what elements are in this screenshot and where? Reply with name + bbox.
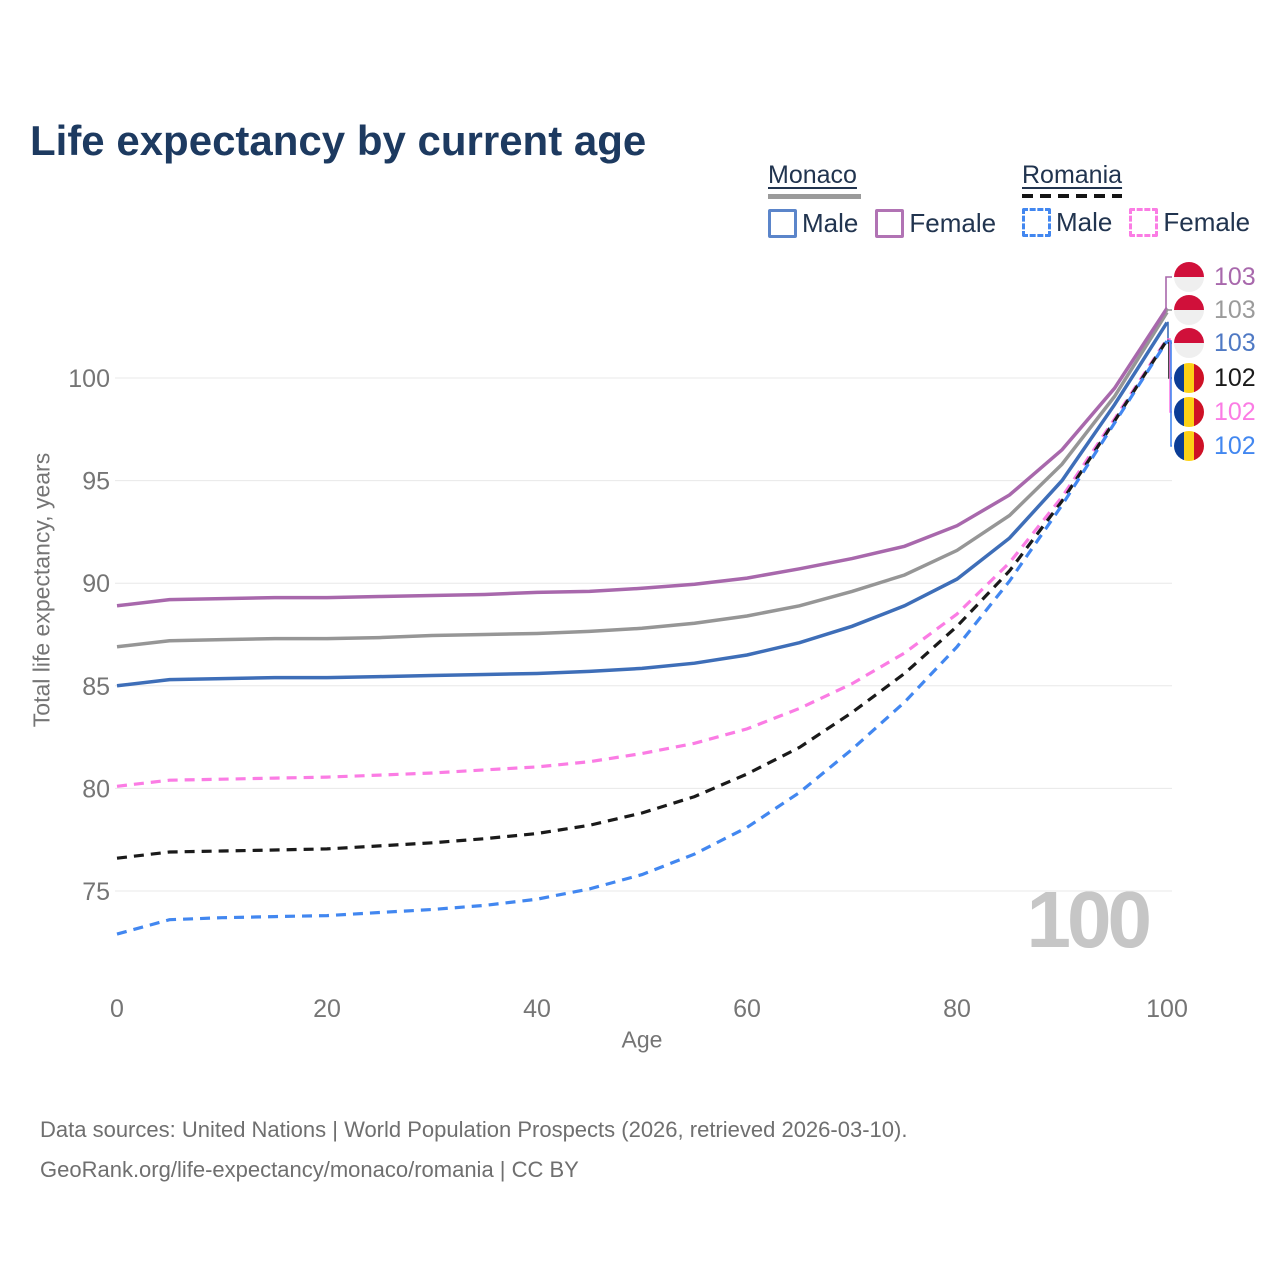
footer-link: GeoRank.org/life-expectancy/monaco/roman… [40, 1157, 579, 1183]
y-tick-90: 90 [82, 570, 110, 598]
end-label-value: 102 [1214, 397, 1256, 426]
page-title: Life expectancy by current age [30, 117, 647, 165]
end-label-value: 102 [1214, 431, 1256, 460]
end-label-value: 103 [1214, 262, 1256, 291]
x-tick-40: 40 [523, 995, 551, 1023]
y-tick-95: 95 [82, 468, 110, 496]
age-watermark: 100 [1026, 875, 1152, 964]
flag-romania-icon [1174, 431, 1204, 461]
flag-monaco-icon [1174, 328, 1204, 358]
end-label-value: 103 [1214, 295, 1256, 324]
series-line-monaco_male[interactable] [116, 321, 1169, 688]
y-tick-80: 80 [82, 775, 110, 803]
legend-line-sample-monaco [768, 194, 861, 199]
flag-monaco-icon [1174, 262, 1204, 292]
legend-checkbox-romania-male[interactable] [1022, 208, 1051, 237]
end-label-row-monaco_female: 103 [1174, 261, 1256, 293]
x-axis-title: Age [621, 1026, 663, 1053]
legend-label-monaco-male[interactable]: Male [802, 208, 859, 238]
end-label-row-romania_male: 102 [1174, 430, 1256, 462]
end-label-row-romania_all: 102 [1174, 362, 1256, 394]
series-line-romania_male[interactable] [116, 340, 1169, 936]
x-tick-80: 80 [943, 995, 971, 1023]
end-label-value: 102 [1214, 363, 1256, 392]
legend-checkbox-monaco-female[interactable] [875, 209, 905, 238]
y-tick-75: 75 [82, 878, 110, 906]
legend-checkbox-romania-female[interactable] [1129, 208, 1159, 237]
y-tick-100: 100 [68, 365, 110, 393]
end-label-row-monaco_all: 103 [1174, 294, 1256, 326]
legend-line-sample-romania [1022, 194, 1122, 198]
footer-sources: Data sources: United Nations | World Pop… [40, 1117, 908, 1142]
legend-country-romania[interactable]: Romania [1022, 161, 1123, 189]
series-line-romania_all[interactable] [116, 339, 1169, 860]
end-label-connector-monaco_female [1165, 276, 1172, 309]
footer: Data sources: United Nations | World Pop… [40, 1110, 907, 1190]
x-tick-60: 60 [733, 995, 761, 1023]
flag-romania-icon [1174, 397, 1204, 427]
legend-label-monaco-female[interactable]: Female [909, 208, 997, 238]
legend-group-romania: Romania Male Female [1022, 161, 1267, 238]
legend-group-monaco: Monaco Male Female [768, 161, 1013, 239]
end-label-connector-monaco_all [1166, 309, 1172, 313]
y-tick-85: 85 [82, 673, 110, 701]
end-label-value: 103 [1214, 328, 1256, 357]
end-label-connector-romania_male [1167, 340, 1172, 447]
flag-monaco-icon [1174, 295, 1204, 325]
legend-label-romania-male[interactable]: Male [1056, 207, 1113, 237]
end-label-row-romania_female: 102 [1174, 396, 1256, 428]
legend-checkbox-monaco-male[interactable] [768, 209, 797, 238]
series-line-romania_female[interactable] [116, 338, 1169, 788]
end-label-row-monaco_male: 103 [1174, 327, 1256, 359]
series-line-monaco_all[interactable] [116, 311, 1169, 649]
legend-label-romania-female[interactable]: Female [1163, 207, 1251, 237]
x-tick-20: 20 [313, 995, 341, 1023]
flag-romania-icon [1174, 363, 1204, 393]
x-tick-100: 100 [1146, 995, 1188, 1023]
series-line-monaco_female[interactable] [116, 307, 1169, 608]
legend-country-monaco[interactable]: Monaco [768, 161, 857, 189]
x-tick-0: 0 [110, 995, 124, 1023]
